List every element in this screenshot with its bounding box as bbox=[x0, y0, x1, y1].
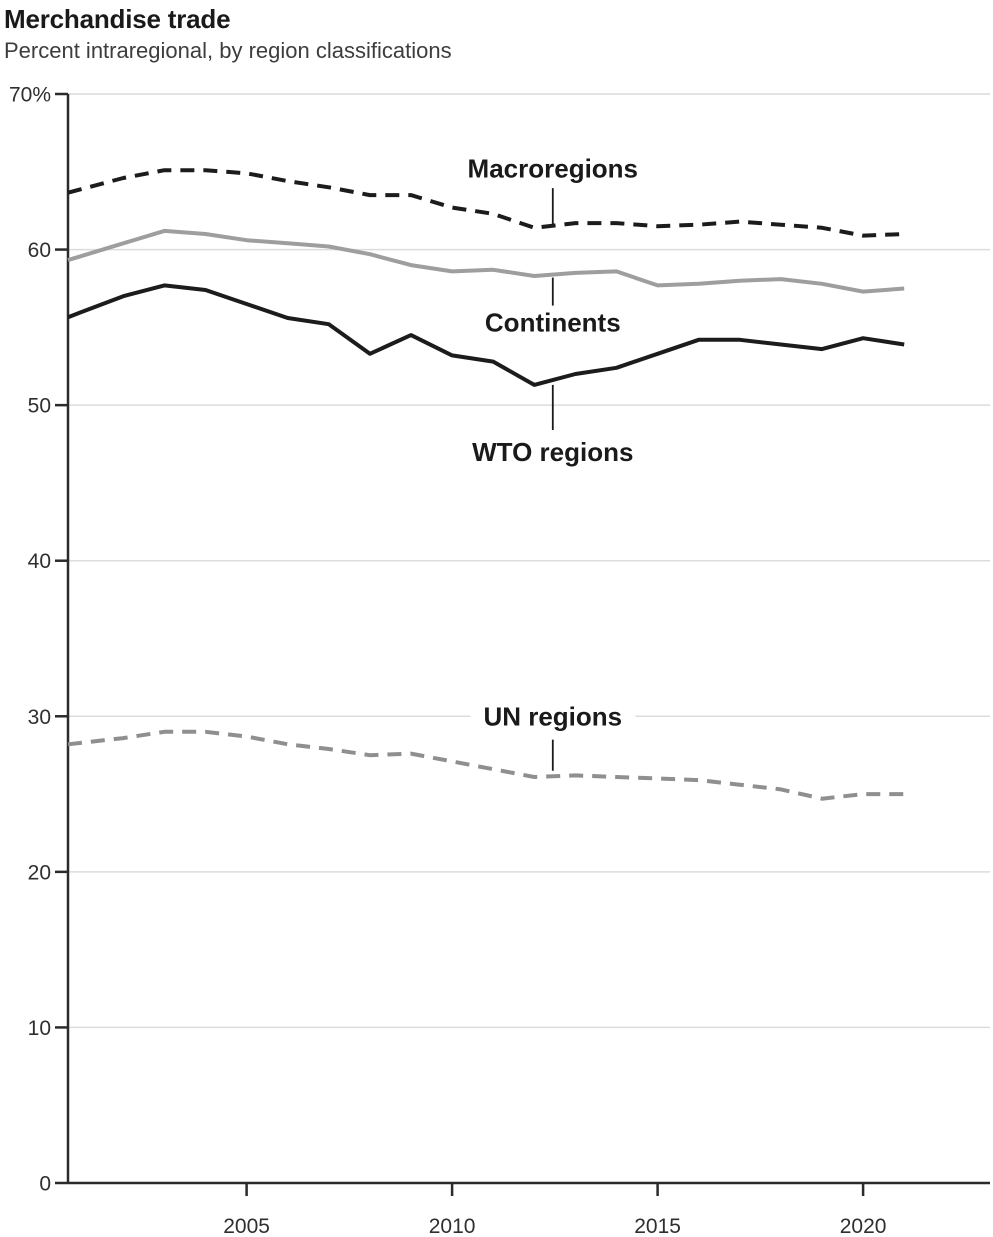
chart-subtitle: Percent intraregional, by region classif… bbox=[4, 38, 452, 63]
annotation-label-mask bbox=[470, 700, 636, 733]
y-tick-label: 40 bbox=[28, 550, 51, 573]
series-line-continents bbox=[67, 228, 905, 294]
x-tick-label: 2005 bbox=[223, 1215, 270, 1237]
y-tick-label: 10 bbox=[28, 1017, 51, 1040]
y-tick-label: 0 bbox=[39, 1173, 51, 1196]
annotation-label-continents: Continents bbox=[485, 308, 621, 338]
annotation-label-un-regions: UN regions bbox=[483, 701, 622, 731]
y-tick-label: 70% bbox=[9, 84, 51, 107]
y-tick-label: 60 bbox=[28, 239, 51, 262]
x-tick-label: 2010 bbox=[429, 1215, 476, 1237]
chart-title: Merchandise trade bbox=[4, 4, 231, 34]
y-tick-label: 30 bbox=[28, 706, 51, 729]
series-line-un-regions bbox=[67, 729, 905, 801]
x-tick-label: 2015 bbox=[634, 1215, 681, 1237]
annotation-label-mask bbox=[456, 152, 649, 185]
annotation-label-wto-regions: WTO regions bbox=[472, 437, 633, 467]
y-tick-label: 20 bbox=[28, 861, 51, 884]
annotation-label-macroregions: Macroregions bbox=[468, 154, 639, 184]
series-line-wto-regions bbox=[67, 283, 905, 387]
x-tick-label: 2020 bbox=[840, 1215, 887, 1237]
annotation-label-mask bbox=[463, 435, 643, 468]
annotation-label-mask bbox=[470, 306, 636, 339]
series-line-macroregions bbox=[67, 168, 905, 238]
y-tick-label: 50 bbox=[28, 395, 51, 418]
